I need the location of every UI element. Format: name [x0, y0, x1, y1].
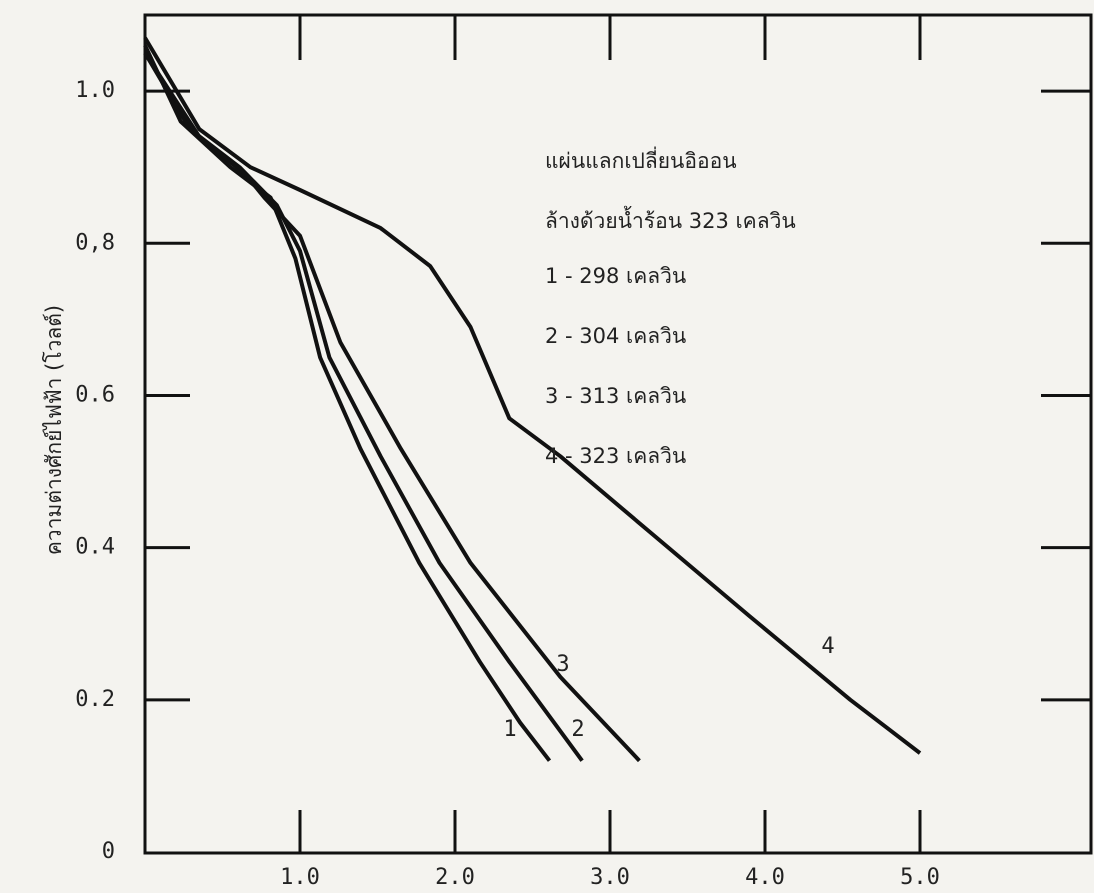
- plot-frame: [145, 15, 1091, 853]
- y-axis-label: ความต่างศักย์ไฟฟ้า (โวลต์): [42, 305, 66, 555]
- x-tick-label: 3.0: [590, 865, 630, 890]
- annotation: ล้างด้วยน้ำร้อน 323 เคลวิน: [545, 206, 796, 233]
- x-tick-label: 2.0: [435, 865, 475, 890]
- annotation: 4 - 323 เคลวิน: [545, 444, 686, 468]
- annotation: 3 - 313 เคลวิน: [545, 384, 686, 408]
- x-tick-label: 1.0: [280, 865, 320, 890]
- y-tick-label: 0,8: [75, 230, 115, 255]
- chart: ความต่างศักย์ไฟฟ้า (โวลต์) 0 0.2 0.4 0.6 0,8…: [0, 0, 1094, 893]
- curve-label: 4: [821, 634, 834, 659]
- curve: [145, 45, 550, 760]
- x-tick-label: 4.0: [745, 865, 785, 890]
- annotation: 2 - 304 เคลวิน: [545, 324, 686, 348]
- x-tick-label: 5.0: [900, 865, 940, 890]
- curve-label: 1: [503, 717, 516, 742]
- y-tick-label: 0: [102, 839, 115, 864]
- y-tick-label: 0.4: [75, 535, 115, 560]
- annotation: แผ่นแลกเปลี่ยนอิออน: [545, 146, 737, 173]
- curve-label: 3: [556, 652, 569, 677]
- y-tick-label: 0.2: [75, 687, 115, 712]
- curve-label: 2: [571, 717, 584, 742]
- y-tick-label: 1.0: [75, 78, 115, 103]
- annotation: 1 - 298 เคลวิน: [545, 264, 686, 288]
- curve: [145, 38, 920, 753]
- y-tick-label: 0.6: [75, 382, 115, 407]
- curve: [145, 53, 582, 761]
